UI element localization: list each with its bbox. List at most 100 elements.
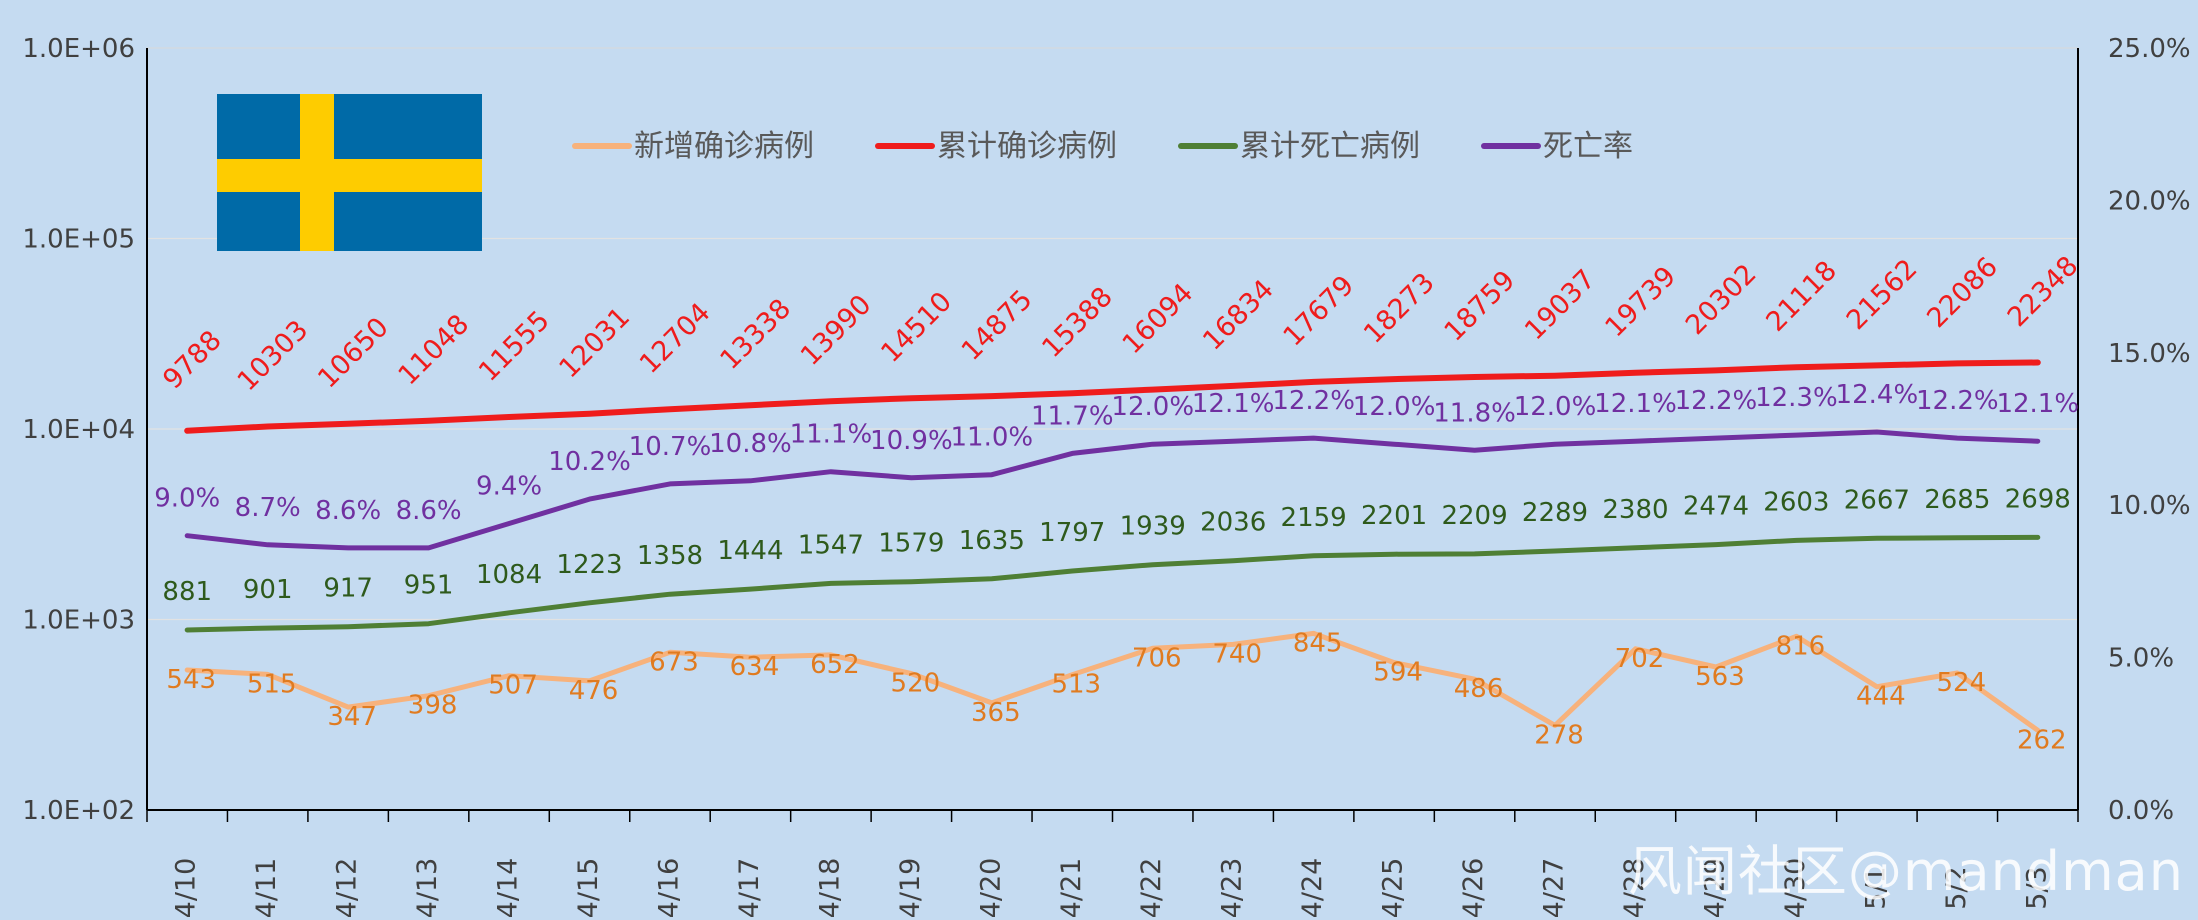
- x-tick-label: 5/3: [2021, 866, 2052, 909]
- x-tick-label: 4/10: [171, 858, 202, 919]
- y-left-tick-label: 1.0E+02: [22, 796, 135, 826]
- x-tick-label: 4/18: [814, 858, 845, 919]
- data-label: 634: [730, 652, 780, 682]
- data-label: 16094: [1117, 278, 1200, 361]
- data-label: 18759: [1439, 265, 1522, 348]
- data-label: 845: [1293, 628, 1343, 658]
- data-label: 14875: [956, 284, 1039, 367]
- data-label: 2603: [1763, 487, 1829, 517]
- legend-label: 新增确诊病例: [634, 129, 814, 164]
- legend-label: 累计死亡病例: [1240, 129, 1420, 164]
- data-label: 2159: [1281, 503, 1347, 533]
- y-left-tick-label: 1.0E+04: [22, 415, 135, 445]
- data-label: 12704: [634, 297, 717, 380]
- data-label: 347: [327, 702, 377, 732]
- data-label: 22086: [1921, 251, 2004, 334]
- data-label: 12.1%: [1192, 389, 1275, 419]
- data-label: 11.1%: [790, 420, 873, 450]
- data-label: 11.7%: [1031, 401, 1114, 431]
- x-tick-label: 5/1: [1860, 866, 1891, 909]
- data-label: 10650: [312, 312, 395, 395]
- x-tick-label: 4/17: [734, 858, 765, 919]
- data-label: 10.2%: [548, 447, 631, 477]
- series-line: [184, 534, 2041, 633]
- data-label: 901: [243, 575, 293, 605]
- y-right-tick-label: 5.0%: [2108, 644, 2174, 674]
- data-label: 2201: [1361, 501, 1427, 531]
- data-label: 12.3%: [1755, 383, 1838, 413]
- series-line: [184, 630, 2041, 733]
- data-label: 881: [162, 577, 212, 607]
- flag-cross-horizontal: [217, 159, 482, 192]
- data-label: 10303: [232, 314, 315, 397]
- x-tick-label: 4/20: [975, 858, 1006, 919]
- data-label: 1223: [556, 550, 622, 580]
- legend-label: 累计确诊病例: [937, 129, 1117, 164]
- data-labels: 543 515 347 398 507 476 673 634 652 520 365 513 706 7…: [154, 250, 2084, 755]
- data-label: 2209: [1441, 501, 1507, 531]
- data-label: 1635: [959, 526, 1025, 556]
- data-label: 1444: [717, 536, 783, 566]
- data-label: 486: [1454, 674, 1504, 704]
- data-label: 702: [1615, 644, 1665, 674]
- data-label: 19739: [1599, 261, 1682, 344]
- series-line: [184, 429, 2041, 551]
- data-label: 11555: [473, 305, 556, 388]
- data-label: 21562: [1841, 253, 1924, 336]
- data-label: 10.7%: [629, 432, 712, 462]
- data-label: 13990: [795, 289, 878, 372]
- data-label: 2380: [1602, 495, 1668, 525]
- data-label: 1579: [878, 529, 944, 559]
- x-tick-label: 4/23: [1217, 858, 1248, 919]
- x-tick-label: 4/28: [1619, 858, 1650, 919]
- data-label: 563: [1695, 662, 1745, 692]
- data-label: 19037: [1519, 264, 1602, 347]
- y-right-tick-label: 20.0%: [2108, 186, 2191, 216]
- data-label: 12.2%: [1272, 386, 1355, 416]
- data-label: 652: [810, 650, 860, 680]
- y-left-tick-label: 1.0E+06: [22, 34, 135, 64]
- y-left-tick-label: 1.0E+05: [22, 225, 135, 255]
- data-label: 9.4%: [476, 471, 542, 501]
- data-label: 11048: [393, 309, 476, 392]
- data-label: 12031: [553, 302, 636, 385]
- x-tick-label: 4/12: [332, 858, 363, 919]
- data-label: 2667: [1844, 485, 1910, 515]
- data-label: 16834: [1197, 274, 1280, 357]
- data-label: 12.0%: [1111, 392, 1194, 422]
- x-tick-label: 4/11: [251, 858, 282, 919]
- watermark: 风闻社区@mandman: [1627, 840, 2184, 903]
- data-label: 18273: [1358, 267, 1441, 350]
- data-label: 816: [1776, 631, 1826, 661]
- data-label: 10.9%: [870, 426, 953, 456]
- data-label: 543: [166, 665, 216, 695]
- data-label: 444: [1856, 682, 1906, 712]
- x-tick-label: 4/24: [1297, 858, 1328, 919]
- data-label: 1797: [1039, 518, 1105, 548]
- data-label: 9.0%: [154, 484, 220, 514]
- data-label: 12.4%: [1836, 380, 1919, 410]
- series-lines: [184, 359, 2041, 733]
- x-tick-label: 4/21: [1056, 858, 1087, 919]
- data-label: 17679: [1278, 270, 1361, 353]
- data-label: 740: [1212, 639, 1262, 669]
- y-right-tick-label: 0.0%: [2108, 796, 2174, 826]
- data-label: 513: [1051, 670, 1101, 700]
- y-right-tick-label: 10.0%: [2108, 491, 2191, 521]
- data-label: 476: [569, 676, 619, 706]
- x-tick-label: 4/13: [412, 858, 443, 919]
- data-label: 20302: [1680, 258, 1763, 341]
- series-line: [184, 359, 2041, 434]
- data-label: 12.2%: [1675, 386, 1758, 416]
- y-left-tick-label: 1.0E+03: [22, 606, 135, 636]
- legend: 新增确诊病例 累计确诊病例 累计死亡病例 死亡率: [572, 129, 1633, 164]
- data-label: 262: [2017, 725, 2067, 755]
- data-label: 15388: [1036, 281, 1119, 364]
- data-label: 706: [1132, 643, 1182, 673]
- sweden-flag-icon: [217, 94, 482, 251]
- data-label: 13338: [714, 293, 797, 376]
- data-label: 1084: [476, 560, 542, 590]
- x-tick-label: 4/15: [573, 858, 604, 919]
- data-label: 8.7%: [235, 493, 301, 523]
